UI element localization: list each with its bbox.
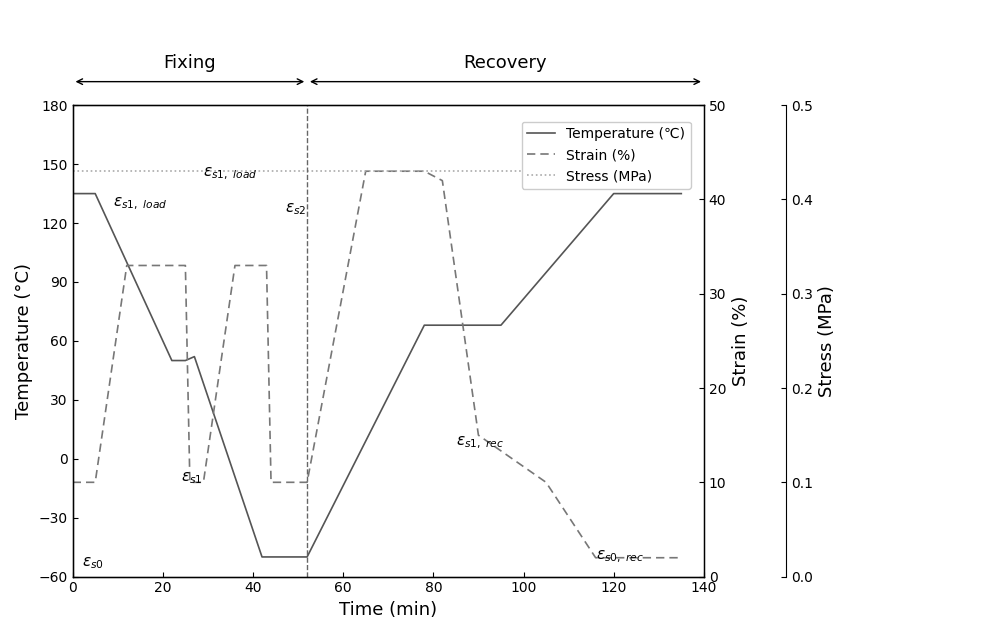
Temperature (℃)	[675, 190, 687, 197]
Text: $\varepsilon_{s0}$: $\varepsilon_{s0}$	[82, 555, 104, 571]
Strain (%)	[666, 554, 678, 562]
Strain (%)	[155, 262, 167, 269]
Text: $\varepsilon_{s1,\ rec}$: $\varepsilon_{s1,\ rec}$	[456, 435, 504, 451]
Stress (MPa)	[67, 167, 79, 175]
Temperature (℃)	[183, 355, 195, 363]
Text: $\varepsilon_{s1}$: $\varepsilon_{s1}$	[181, 470, 202, 486]
Y-axis label: Strain (%): Strain (%)	[732, 295, 750, 386]
X-axis label: Time (min): Time (min)	[339, 601, 437, 619]
Temperature (℃)	[289, 553, 301, 560]
Temperature (℃)	[301, 553, 313, 560]
Y-axis label: Stress (MPa): Stress (MPa)	[818, 285, 836, 397]
Strain (%)	[590, 554, 602, 562]
Y-axis label: Temperature (°C): Temperature (°C)	[15, 263, 33, 419]
Stress (MPa)	[645, 167, 657, 175]
Stress (MPa)	[229, 167, 241, 175]
Text: Recovery: Recovery	[464, 55, 547, 72]
Legend: Temperature (℃), Strain (%), Stress (MPa): Temperature (℃), Strain (%), Stress (MPa…	[522, 122, 691, 188]
Stress (MPa)	[623, 167, 635, 175]
Strain (%)	[444, 230, 456, 237]
Text: $\varepsilon_{s2}$: $\varepsilon_{s2}$	[285, 202, 306, 217]
Text: $\varepsilon_{s1,\ load}$: $\varepsilon_{s1,\ load}$	[203, 166, 258, 182]
Temperature (℃)	[256, 553, 268, 560]
Strain (%)	[295, 479, 307, 486]
Strain (%)	[163, 262, 175, 269]
Stress (MPa)	[91, 167, 103, 175]
Strain (%)	[173, 262, 185, 269]
Stress (MPa)	[675, 167, 687, 175]
Strain (%)	[67, 479, 79, 486]
Text: $\varepsilon_{s1,\ load}$: $\varepsilon_{s1,\ load}$	[113, 195, 168, 212]
Temperature (℃)	[598, 201, 610, 209]
Strain (%)	[675, 554, 687, 562]
Temperature (℃)	[67, 190, 79, 197]
Stress (MPa)	[180, 167, 192, 175]
Temperature (℃)	[590, 210, 602, 217]
Strain (%)	[360, 167, 372, 175]
Text: $\varepsilon_{s0,\ rec}$: $\varepsilon_{s0,\ rec}$	[596, 549, 644, 565]
Stress (MPa)	[103, 167, 115, 175]
Temperature (℃)	[304, 547, 316, 555]
Line: Strain (%): Strain (%)	[73, 171, 681, 558]
Line: Temperature (℃): Temperature (℃)	[73, 193, 681, 557]
Text: Fixing: Fixing	[164, 55, 216, 72]
